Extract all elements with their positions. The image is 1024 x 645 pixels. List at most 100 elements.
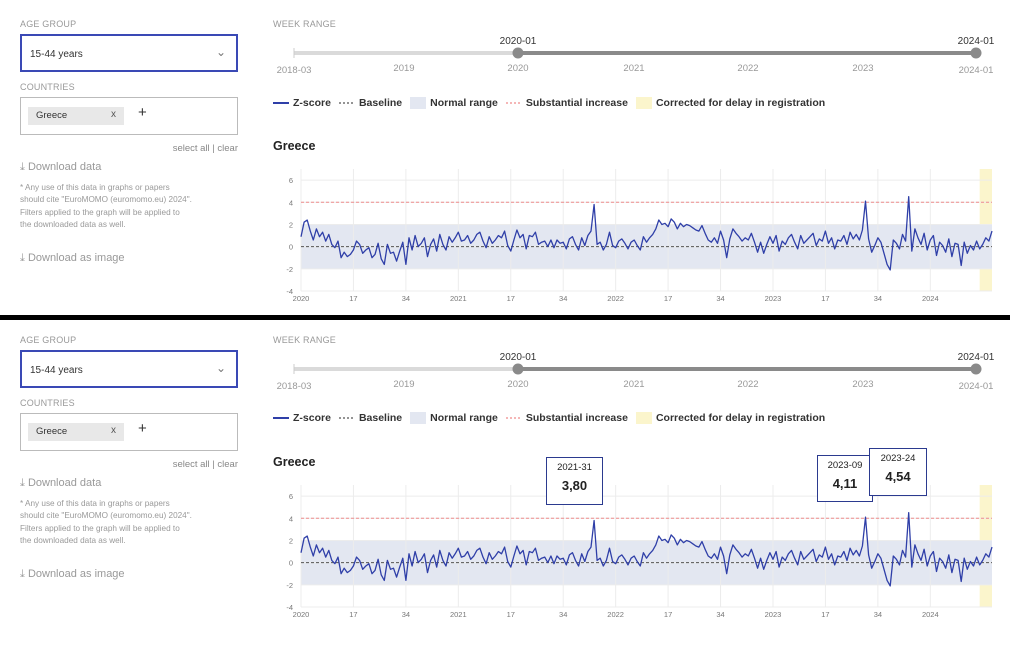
- x-tick-label: 34: [559, 294, 567, 303]
- y-tick-label: 4: [289, 514, 293, 523]
- y-tick-label: -4: [286, 287, 293, 296]
- download-icon: ⤓: [20, 161, 25, 173]
- x-tick-label: 34: [402, 294, 410, 303]
- download-data-label: Download data: [27, 477, 102, 489]
- download-image-label: Download as image: [27, 252, 125, 264]
- annotation-value: 4,11: [832, 476, 858, 491]
- legend-zscore-label: Z-score: [293, 97, 331, 110]
- chart-legend: Z-score Baseline Normal range Substantial i…: [273, 412, 833, 428]
- select-all-clear-links[interactable]: select all | clear: [172, 143, 238, 154]
- slider-end-value: 2024-01: [958, 36, 995, 47]
- legend-baseline-label: Baseline: [358, 97, 403, 110]
- zscore-chart: 2020 17 34 2021 17 34 2022 17 34 2023 17 34 2024 -4 -2…: [286, 169, 993, 303]
- x-tick-label: 17: [349, 610, 357, 619]
- legend-substantial-increase-swatch: [505, 97, 522, 109]
- x-tick-label: 17: [507, 610, 515, 619]
- slider-end-value: 2024-01: [958, 352, 995, 363]
- x-tick-label: 34: [716, 610, 724, 619]
- slider-start-value: 2020-01: [500, 36, 537, 47]
- x-tick-label: 2021: [450, 610, 467, 619]
- slider-end-handle[interactable]: [970, 363, 982, 375]
- countries-input[interactable]: Greece x +: [20, 97, 238, 135]
- download-icon: ⤓: [20, 477, 25, 489]
- legend-baseline-swatch: [338, 412, 355, 424]
- legend-zscore-swatch: [273, 412, 289, 424]
- chart-title: Greece: [273, 139, 316, 153]
- x-tick-label: 17: [664, 610, 672, 619]
- y-tick-label: 0: [289, 243, 293, 252]
- legend-zscore-swatch: [273, 97, 289, 109]
- slider-min-label: 2018-03: [277, 381, 312, 392]
- chart-title: Greece: [273, 455, 316, 469]
- slider-year-tick: 2022: [737, 63, 758, 74]
- download-image-link[interactable]: ⤓ Download as image: [20, 568, 125, 581]
- y-tick-label: 2: [289, 536, 293, 545]
- download-data-link[interactable]: ⤓ Download data: [20, 477, 101, 490]
- slider-start-handle[interactable]: [512, 47, 524, 59]
- remove-country-icon[interactable]: x: [111, 109, 116, 120]
- slider-end-handle[interactable]: [970, 47, 982, 59]
- annotation-week: 2023-09: [827, 460, 863, 471]
- y-tick-label: 4: [289, 198, 293, 207]
- citation-note-line: the downloaded data as well.: [20, 220, 126, 230]
- y-tick-label: 6: [289, 492, 293, 501]
- legend-normal-range-swatch: [410, 97, 427, 110]
- citation-note-line: should cite "EuroMOMO (euromomo.eu) 2024…: [20, 511, 192, 521]
- slider-start-handle[interactable]: [512, 363, 524, 375]
- citation-note: * Any use of this data in graphs or pape…: [20, 182, 235, 232]
- annotation-callout: 2023-24 4,54: [869, 448, 927, 496]
- x-tick-label: 2022: [607, 610, 624, 619]
- slider-year-tick: 2021: [623, 379, 644, 390]
- annotation-value: 3,80: [561, 478, 588, 493]
- legend-substantial-increase-swatch: [505, 412, 522, 424]
- chart-legend: Z-score Baseline Normal range Substantial i…: [273, 97, 833, 113]
- add-country-icon[interactable]: +: [138, 104, 147, 121]
- legend-corrected-swatch: [635, 97, 652, 110]
- country-chip: Greece x: [28, 423, 124, 441]
- legend-substantial-increase: Substantial increase: [505, 97, 628, 109]
- countries-input[interactable]: Greece x +: [20, 413, 238, 451]
- download-image-link[interactable]: ⤓ Download as image: [20, 252, 125, 265]
- x-tick-label: 34: [874, 294, 882, 303]
- legend-zscore-label: Z-score: [293, 412, 331, 425]
- week-range-slider[interactable]: 2020-01 2024-01 2018-03 2024-01 2019 2020 2021…: [270, 32, 1010, 82]
- legend-corrected: Corrected for delay in registration: [635, 412, 825, 425]
- legend-normal-range: Normal range: [410, 412, 498, 425]
- week-range-slider[interactable]: 2020-01 2024-01 2018-03 2024-01 2019 2020 2021…: [270, 348, 1010, 398]
- citation-note-line: * Any use of this data in graphs or pape…: [20, 183, 170, 192]
- countries-label: COUNTRIES: [20, 398, 75, 408]
- x-tick-label: 2024: [922, 294, 939, 303]
- legend-baseline-label: Baseline: [358, 412, 403, 425]
- slider-year-tick: 2023: [852, 379, 873, 390]
- country-chip-label: Greece: [36, 110, 68, 121]
- dashboard-panel-bottom: AGE GROUP 15-44 years ⌄ COUNTRIES Greece…: [0, 320, 1024, 635]
- legend-normal-range-swatch: [410, 412, 427, 425]
- citation-note-line: Filters applied to the graph will be app…: [20, 523, 180, 533]
- legend-normal-range-label: Normal range: [430, 412, 498, 425]
- x-tick-label: 2023: [765, 294, 782, 303]
- slider-year-tick: 2022: [737, 379, 758, 390]
- countries-label: COUNTRIES: [20, 82, 75, 92]
- y-tick-label: -2: [286, 265, 293, 274]
- zscore-series-line: [300, 512, 993, 587]
- age-group-select[interactable]: 15-44 years ⌄: [20, 34, 238, 72]
- y-tick-label: -4: [286, 603, 293, 612]
- x-tick-label: 34: [874, 610, 882, 619]
- age-group-select[interactable]: 15-44 years ⌄: [20, 350, 238, 388]
- slider-start-value: 2020-01: [500, 352, 537, 363]
- legend-substantial-increase: Substantial increase: [505, 412, 628, 425]
- y-tick-label: 6: [289, 176, 293, 185]
- download-data-link[interactable]: ⤓ Download data: [20, 161, 101, 174]
- select-all-clear-links[interactable]: select all | clear: [172, 459, 238, 470]
- legend-substantial-increase-label: Substantial increase: [525, 412, 628, 425]
- panel-divider: [0, 315, 1010, 320]
- add-country-icon[interactable]: +: [138, 420, 147, 437]
- age-group-label: AGE GROUP: [20, 335, 77, 345]
- x-tick-label: 17: [664, 294, 672, 303]
- y-tick-label: -2: [286, 581, 293, 590]
- age-group-value: 15-44 years: [30, 365, 83, 376]
- chevron-down-icon[interactable]: ⌄: [215, 361, 226, 375]
- chevron-down-icon[interactable]: ⌄: [215, 45, 226, 59]
- week-range-label: WEEK RANGE: [273, 335, 337, 345]
- remove-country-icon[interactable]: x: [111, 425, 116, 436]
